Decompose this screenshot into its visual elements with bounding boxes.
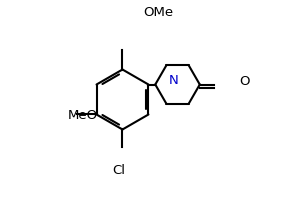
- Text: OMe: OMe: [143, 6, 173, 19]
- Text: Cl: Cl: [112, 164, 125, 177]
- Text: N: N: [169, 74, 179, 87]
- Text: MeO: MeO: [67, 109, 98, 122]
- Text: O: O: [239, 75, 250, 88]
